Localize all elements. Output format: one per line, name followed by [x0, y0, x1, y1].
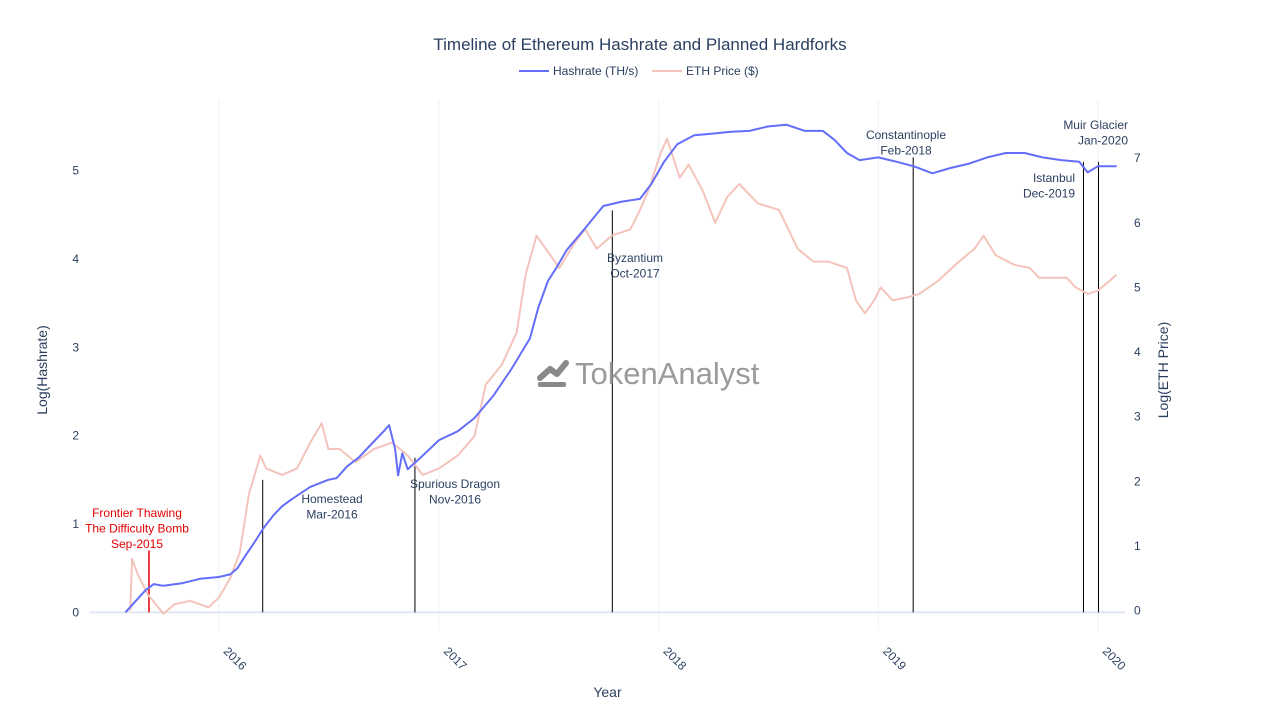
x-tick-label: 2020 — [1100, 644, 1129, 673]
hardfork-label-line: Mar-2016 — [306, 508, 358, 522]
hardfork-label-line: Constantinople — [866, 128, 946, 142]
hardfork-label-line: Istanbul — [1033, 171, 1075, 185]
chart-title: Timeline of Ethereum Hashrate and Planne… — [433, 35, 846, 54]
y-axis-title: Log(Hashrate) — [34, 325, 50, 415]
x-tick-label: 2019 — [880, 644, 909, 673]
hardfork-label-line: The Difficulty Bomb — [85, 522, 189, 536]
hardfork-label: Spurious Dragon Nov-2016 — [410, 477, 500, 507]
hardfork-label: Frontier Thawing The Difficulty Bomb Sep-2… — [85, 506, 189, 551]
y-tick-label: 0 — [72, 605, 79, 619]
hardfork-label-line: Homestead — [301, 492, 362, 506]
hardfork-label-line: Dec-2019 — [1023, 187, 1075, 201]
y2-tick-label: 0 — [1134, 604, 1141, 618]
y2-tick-label: 2 — [1134, 474, 1141, 488]
y2-tick-label: 5 — [1134, 280, 1141, 294]
hardfork-label-line: Sep-2015 — [111, 537, 163, 551]
hashrate-line — [124, 123, 1117, 613]
y2-tick-label: 6 — [1134, 216, 1141, 230]
y2-tick-label: 3 — [1134, 410, 1141, 424]
axes: 2016 2017 2018 2019 2020 0 1 2 3 4 5 0 1 2 3 4 5 6 7 Year Lo… — [34, 151, 1171, 700]
legend[interactable]: Hashrate (TH/s) ETH Price ($) — [519, 64, 759, 78]
trend-line-logo-icon — [537, 360, 569, 387]
hardfork-label-line: Jan-2020 — [1078, 134, 1128, 148]
y-tick-label: 5 — [72, 164, 79, 178]
hardfork-label: Homestead Mar-2016 — [301, 492, 362, 522]
y-tick-label: 3 — [72, 340, 79, 354]
legend-item[interactable]: Hashrate (TH/s) — [519, 64, 638, 78]
hardfork-label: Constantinople Feb-2018 — [866, 128, 946, 158]
hardfork-label: Muir Glacier Jan-2020 — [1063, 118, 1128, 148]
y-tick-label: 4 — [72, 252, 79, 266]
eth-price-line — [129, 137, 1118, 615]
hardfork-label-line: Byzantium — [607, 251, 663, 265]
legend-item[interactable]: ETH Price ($) — [652, 64, 759, 78]
legend-label: ETH Price ($) — [686, 64, 759, 78]
y2-tick-label: 4 — [1134, 345, 1141, 359]
y-tick-label: 1 — [72, 517, 79, 531]
hardfork-label-line: Muir Glacier — [1063, 118, 1128, 132]
x-tick-label: 2017 — [441, 644, 470, 673]
hardfork-labels: Frontier Thawing The Difficulty Bomb Sep-2… — [85, 118, 1128, 551]
y2-axis-title: Log(ETH Price) — [1155, 322, 1171, 418]
watermark: TokenAnalyst — [537, 356, 760, 391]
legend-label: Hashrate (TH/s) — [553, 64, 638, 78]
y-tick-label: 2 — [72, 429, 79, 443]
y2-tick-label: 7 — [1134, 151, 1141, 165]
x-tick-label: 2018 — [661, 644, 690, 673]
y2-tick-label: 1 — [1134, 539, 1141, 553]
data-series — [124, 123, 1118, 615]
x-axis-title: Year — [593, 684, 622, 700]
hardfork-label-line: Feb-2018 — [880, 144, 932, 158]
hardfork-label-line: Nov-2016 — [429, 493, 481, 507]
hardfork-label: Byzantium Oct-2017 — [607, 251, 663, 281]
x-tick-label: 2016 — [221, 644, 250, 673]
hardfork-label-line: Spurious Dragon — [410, 477, 500, 491]
hardfork-label-line: Oct-2017 — [610, 267, 660, 281]
hardfork-label-line: Frontier Thawing — [92, 506, 182, 520]
watermark-text: TokenAnalyst — [575, 356, 760, 391]
hardfork-label: Istanbul Dec-2019 — [1023, 171, 1075, 201]
hardfork-annotations — [148, 157, 1100, 613]
